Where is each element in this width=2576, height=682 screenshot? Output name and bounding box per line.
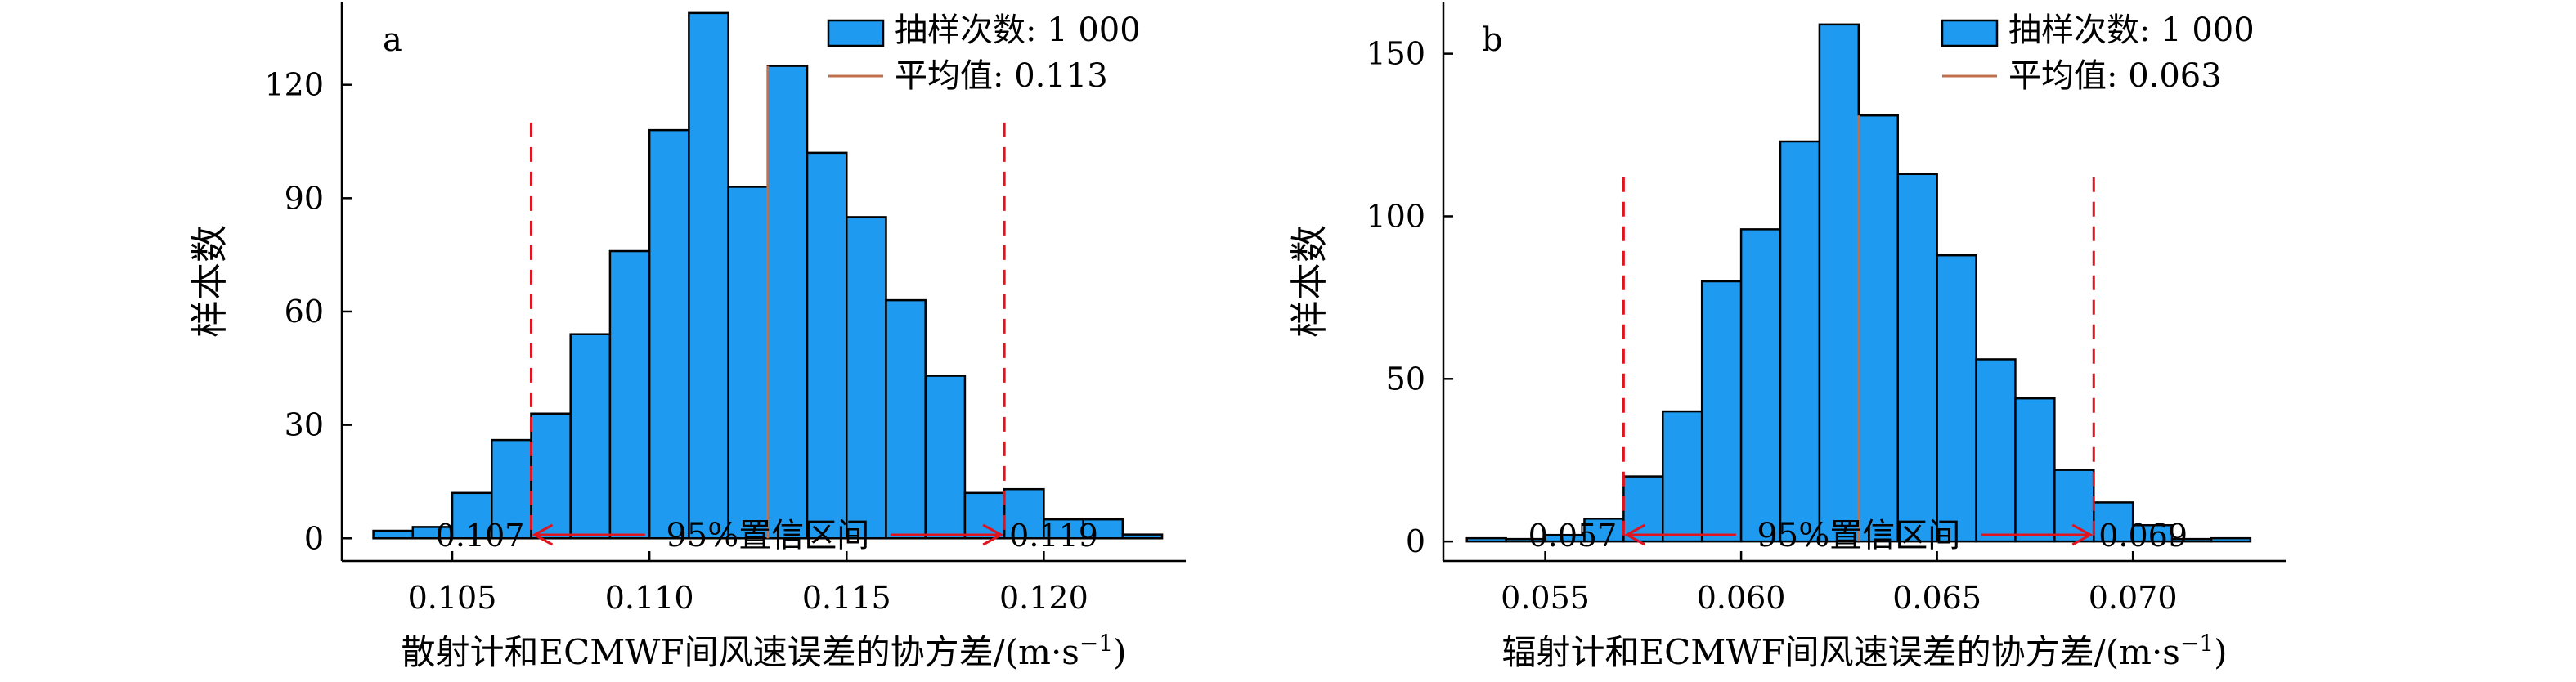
histogram-bar: [1739, 228, 1782, 543]
legend-bar-swatch: [827, 19, 885, 47]
y-tick-label: 0: [1406, 523, 1425, 559]
x-tick-label: 0.105: [408, 580, 497, 616]
histogram-bar: [569, 333, 612, 540]
ci-arrow-left-head: [532, 523, 554, 546]
histogram-bar: [2053, 469, 2095, 543]
y-axis-title: 样本数: [187, 225, 231, 338]
histogram-bar: [1896, 173, 1938, 543]
legend-bar-label: 抽样次数: 1 000: [895, 11, 1141, 49]
panel-label: a: [383, 21, 402, 59]
y-tick-label: 100: [1366, 198, 1425, 234]
x-tick-label: 0.120: [999, 580, 1088, 616]
histogram-bar: [1779, 140, 1821, 543]
x-tick-label: 0.055: [1501, 580, 1590, 616]
x-tick-label: 0.110: [605, 580, 694, 616]
y-tick-label: 60: [285, 294, 324, 330]
legend-bar-swatch: [1941, 19, 1999, 47]
histogram-bar: [530, 412, 572, 540]
histogram-bar: [963, 491, 1006, 540]
x-tick-label: 0.060: [1697, 580, 1786, 616]
histogram-bar: [1662, 410, 1703, 543]
x-tick-label: 0.115: [802, 580, 891, 616]
panel-a: 0 30 60 90 120 0.105 0.110 0.115 0.120 95%置信区间 0.1…: [187, 2, 1186, 672]
histogram-bar: [1936, 254, 1977, 543]
ci-lower-value: 0.057: [1528, 518, 1618, 554]
histogram-bar: [1818, 23, 1860, 543]
histogram-bar: [727, 186, 770, 540]
x-tick-label: 0.070: [2089, 580, 2178, 616]
histogram-bar: [1622, 475, 1664, 543]
ci-arrow-left-head: [1624, 523, 1646, 546]
histogram-bar: [2210, 536, 2252, 543]
histogram-bar: [806, 151, 848, 540]
ci-label: 95%置信区间: [1757, 517, 1960, 554]
histogram-bar: [766, 65, 809, 540]
histogram-bar: [1975, 358, 2017, 543]
y-tick-label: 150: [1366, 36, 1425, 72]
y-tick-label: 120: [264, 67, 324, 103]
histogram-bar: [688, 11, 729, 540]
histogram-bar: [1121, 533, 1164, 540]
ci-upper-value: 0.119: [1009, 518, 1098, 554]
y-axis-title: 样本数: [1287, 225, 1331, 338]
histogram-bar: [1465, 536, 1507, 543]
histogram-bar: [1857, 114, 1899, 543]
legend-mean-label: 平均值: 0.113: [895, 57, 1108, 95]
histogram-bar: [924, 375, 967, 540]
ci-arrow-right-head: [982, 523, 1004, 546]
ci-arrow-right-head: [2071, 523, 2094, 546]
panel-label: b: [1482, 21, 1503, 59]
histogram-bar: [885, 298, 927, 540]
legend-mean-label: 平均值: 0.063: [2008, 57, 2222, 95]
panel-b: 0 50 100 150 0.055 0.060 0.065 0.070 95%置信区间 0.05…: [1287, 2, 2286, 672]
ci-upper-value: 0.069: [2098, 518, 2188, 554]
histogram-bar: [846, 216, 887, 540]
histogram-bar: [372, 529, 415, 540]
histogram-bar: [2131, 524, 2174, 543]
ci-lower-value: 0.107: [436, 518, 525, 554]
histogram-bar: [2014, 397, 2056, 543]
y-tick-label: 90: [285, 180, 324, 216]
y-tick-label: 50: [1386, 361, 1425, 397]
x-axis-title: 辐射计和ECMWF间风速误差的协方差/(m·s−1): [1501, 630, 2227, 672]
legend-bar-label: 抽样次数: 1 000: [2008, 11, 2255, 49]
histogram-bar: [1583, 518, 1625, 543]
x-tick-label: 0.065: [1892, 580, 1981, 616]
histogram-bar: [648, 128, 690, 540]
y-tick-label: 30: [285, 407, 324, 443]
x-axis-title: 散射计和ECMWF间风速误差的协方差/(m·s−1): [401, 630, 1126, 672]
histogram-bar: [608, 249, 651, 540]
histogram-bar: [1082, 518, 1124, 540]
histogram-bar: [1700, 280, 1743, 543]
ci-label: 95%置信区间: [666, 517, 869, 554]
histogram-bar: [1003, 487, 1045, 540]
y-tick-label: 0: [304, 520, 324, 556]
